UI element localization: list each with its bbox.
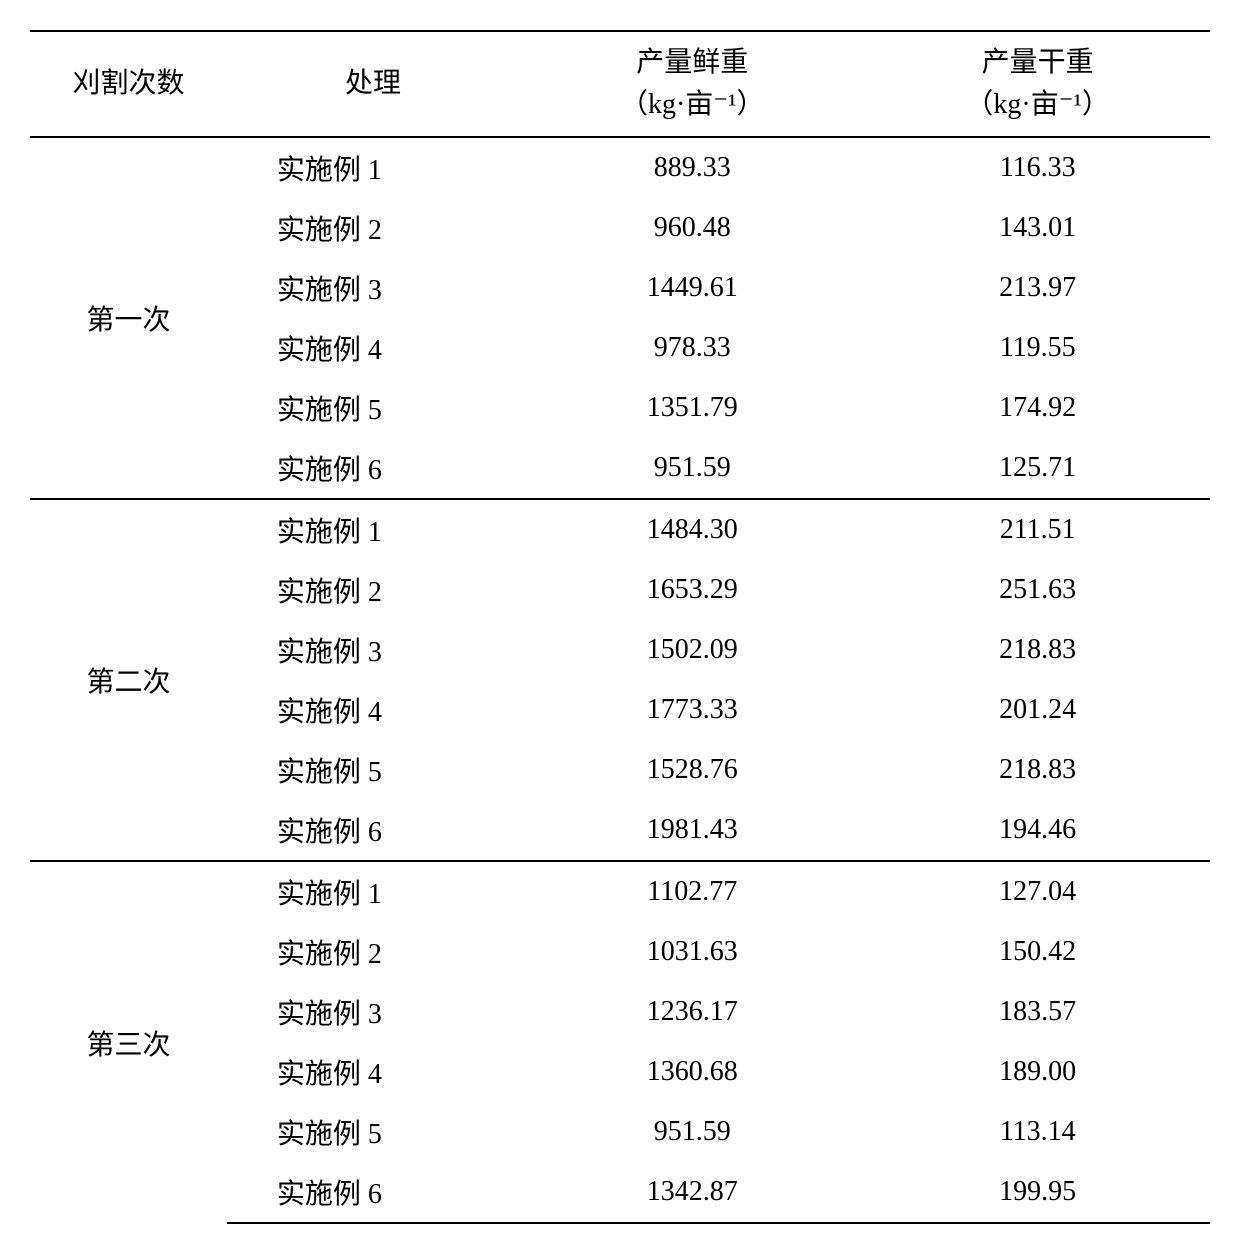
fresh-weight-cell: 1236.17 xyxy=(519,982,865,1042)
group-name-cell: 第三次 xyxy=(30,861,227,1223)
fresh-weight-cell: 1031.63 xyxy=(519,922,865,982)
treatment-cell: 实施例 4 xyxy=(227,318,519,378)
header-treatment: 处理 xyxy=(227,31,519,137)
treatment-cell: 实施例 2 xyxy=(227,922,519,982)
treatment-cell: 实施例 4 xyxy=(227,680,519,740)
fresh-weight-cell: 960.48 xyxy=(519,198,865,258)
header-fresh-weight-line1: 产量鲜重 xyxy=(636,47,748,78)
header-fresh-weight: 产量鲜重 （kg·亩⁻¹） xyxy=(519,31,865,137)
treatment-cell: 实施例 1 xyxy=(227,861,519,922)
fresh-weight-cell: 951.59 xyxy=(519,438,865,499)
group-name-cell: 第二次 xyxy=(30,499,227,861)
treatment-cell: 实施例 5 xyxy=(227,378,519,438)
table-row: 第一次 实施例 1 889.33 116.33 xyxy=(30,137,1210,198)
fresh-weight-cell: 951.59 xyxy=(519,1102,865,1162)
fresh-weight-cell: 1981.43 xyxy=(519,800,865,861)
table-row: 第三次 实施例 1 1102.77 127.04 xyxy=(30,861,1210,922)
treatment-cell: 实施例 5 xyxy=(227,1102,519,1162)
treatment-cell: 实施例 3 xyxy=(227,620,519,680)
treatment-cell: 实施例 5 xyxy=(227,740,519,800)
dry-weight-cell: 194.46 xyxy=(865,800,1210,861)
dry-weight-cell: 127.04 xyxy=(865,861,1210,922)
dry-weight-cell: 150.42 xyxy=(865,922,1210,982)
dry-weight-cell: 113.14 xyxy=(865,1102,1210,1162)
treatment-cell: 实施例 1 xyxy=(227,499,519,560)
header-dry-weight-line2: （kg·亩⁻¹） xyxy=(873,84,1202,126)
dry-weight-cell: 116.33 xyxy=(865,137,1210,198)
dry-weight-cell: 218.83 xyxy=(865,740,1210,800)
dry-weight-cell: 199.95 xyxy=(865,1162,1210,1223)
treatment-cell: 实施例 3 xyxy=(227,258,519,318)
fresh-weight-cell: 1502.09 xyxy=(519,620,865,680)
fresh-weight-cell: 978.33 xyxy=(519,318,865,378)
dry-weight-cell: 218.83 xyxy=(865,620,1210,680)
treatment-cell: 实施例 2 xyxy=(227,560,519,620)
dry-weight-cell: 211.51 xyxy=(865,499,1210,560)
treatment-cell: 实施例 1 xyxy=(227,137,519,198)
fresh-weight-cell: 889.33 xyxy=(519,137,865,198)
treatment-cell: 实施例 4 xyxy=(227,1042,519,1102)
dry-weight-cell: 174.92 xyxy=(865,378,1210,438)
dry-weight-cell: 251.63 xyxy=(865,560,1210,620)
dry-weight-cell: 119.55 xyxy=(865,318,1210,378)
dry-weight-cell: 183.57 xyxy=(865,982,1210,1042)
table-header-row: 刈割次数 处理 产量鲜重 （kg·亩⁻¹） 产量干重 （kg·亩⁻¹） xyxy=(30,31,1210,137)
treatment-cell: 实施例 6 xyxy=(227,1162,519,1223)
treatment-cell: 实施例 6 xyxy=(227,438,519,499)
header-cutting-times: 刈割次数 xyxy=(30,31,227,137)
dry-weight-cell: 143.01 xyxy=(865,198,1210,258)
header-dry-weight-line1: 产量干重 xyxy=(982,47,1094,78)
header-dry-weight: 产量干重 （kg·亩⁻¹） xyxy=(865,31,1210,137)
group-name-cell: 第一次 xyxy=(30,137,227,499)
fresh-weight-cell: 1484.30 xyxy=(519,499,865,560)
treatment-cell: 实施例 6 xyxy=(227,800,519,861)
fresh-weight-cell: 1653.29 xyxy=(519,560,865,620)
dry-weight-cell: 201.24 xyxy=(865,680,1210,740)
fresh-weight-cell: 1102.77 xyxy=(519,861,865,922)
fresh-weight-cell: 1528.76 xyxy=(519,740,865,800)
table-row: 第二次 实施例 1 1484.30 211.51 xyxy=(30,499,1210,560)
header-fresh-weight-line2: （kg·亩⁻¹） xyxy=(527,84,857,126)
fresh-weight-cell: 1342.87 xyxy=(519,1162,865,1223)
treatment-cell: 实施例 2 xyxy=(227,198,519,258)
table-body: 第一次 实施例 1 889.33 116.33 实施例 2 960.48 143… xyxy=(30,137,1210,1223)
fresh-weight-cell: 1773.33 xyxy=(519,680,865,740)
fresh-weight-cell: 1449.61 xyxy=(519,258,865,318)
dry-weight-cell: 189.00 xyxy=(865,1042,1210,1102)
dry-weight-cell: 125.71 xyxy=(865,438,1210,499)
fresh-weight-cell: 1360.68 xyxy=(519,1042,865,1102)
dry-weight-cell: 213.97 xyxy=(865,258,1210,318)
treatment-cell: 实施例 3 xyxy=(227,982,519,1042)
yield-data-table: 刈割次数 处理 产量鲜重 （kg·亩⁻¹） 产量干重 （kg·亩⁻¹） 第一次 … xyxy=(30,30,1210,1224)
fresh-weight-cell: 1351.79 xyxy=(519,378,865,438)
